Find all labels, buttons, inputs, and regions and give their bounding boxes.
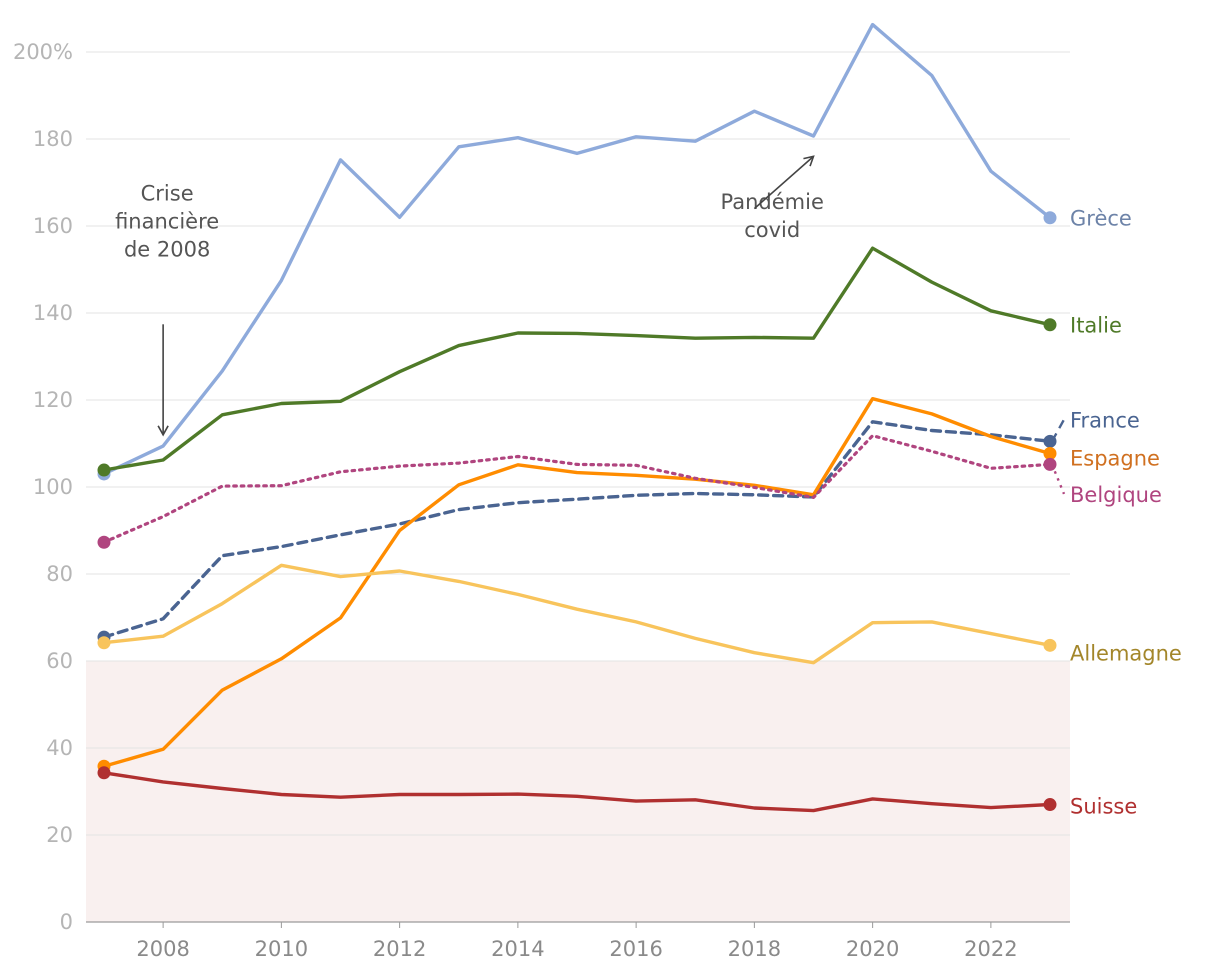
series-label-italie: Italie — [1070, 314, 1122, 338]
series-end-point-espagne — [1043, 447, 1057, 461]
y-tick-label: 80 — [46, 562, 73, 586]
series — [97, 22, 1057, 813]
series-start-point-suisse — [97, 766, 111, 780]
x-tick-label: 2012 — [373, 937, 426, 961]
series-label-allemagne: Allemagne — [1070, 641, 1182, 665]
x-tick-label: 2022 — [964, 937, 1017, 961]
label-leader-belgique — [1050, 463, 1066, 495]
annotation-text: covid — [744, 218, 800, 242]
y-tick-label: 200% — [13, 40, 73, 64]
series-end-point-suisse — [1043, 798, 1057, 812]
y-tick-label: 20 — [46, 823, 73, 847]
y-tick-label: 160 — [33, 214, 73, 238]
y-tick-label: 100 — [33, 475, 73, 499]
series-label-espagne: Espagne — [1070, 446, 1160, 470]
x-tick-label: 2010 — [255, 937, 308, 961]
x-tick-label: 2016 — [609, 937, 662, 961]
y-tick-label: 120 — [33, 388, 73, 412]
series-labels: Grèce Italie France Espagne Belgique Allemagn… — [1050, 207, 1182, 818]
series-belgique — [97, 434, 1057, 549]
series-end-point-allemagne — [1043, 638, 1057, 652]
annotation-covid: Pandémie covid — [721, 155, 824, 242]
series-label-suisse: Suisse — [1070, 794, 1137, 818]
series-line-grece — [102, 22, 1052, 476]
series-italie — [97, 246, 1057, 477]
annotation-financial-crisis: Crise financière de 2008 — [115, 181, 219, 437]
series-line-belgique — [102, 434, 1052, 544]
series-line-france — [102, 420, 1052, 639]
label-leader-france — [1050, 418, 1066, 442]
series-start-point-italie — [97, 463, 111, 477]
annotation-text: Pandémie — [721, 190, 824, 214]
x-tick-label: 2008 — [136, 937, 189, 961]
series-line-italie — [102, 246, 1052, 472]
series-line-espagne — [102, 397, 1052, 768]
series-line-suisse — [102, 771, 1052, 813]
annotation-arrow — [753, 155, 815, 210]
x-tick-label: 2020 — [846, 937, 899, 961]
series-suisse — [97, 766, 1057, 813]
y-tick-label: 40 — [46, 736, 73, 760]
series-start-point-allemagne — [97, 636, 111, 650]
annotations: Crise financière de 2008 Pandémie covid — [115, 155, 824, 437]
series-end-point-italie — [1043, 318, 1057, 332]
series-label-belgique: Belgique — [1070, 483, 1162, 507]
series-line-allemagne — [102, 563, 1052, 665]
series-end-point-belgique — [1043, 457, 1057, 471]
series-end-point-grece — [1043, 211, 1057, 225]
series-label-france: France — [1070, 409, 1140, 433]
annotation-text: Crise — [141, 181, 194, 205]
danger-zone-band — [86, 661, 1070, 922]
series-allemagne — [97, 563, 1057, 665]
annotation-text: de 2008 — [124, 237, 210, 261]
y-tick-label: 140 — [33, 301, 73, 325]
y-tick-label: 60 — [46, 649, 73, 673]
x-tick-label: 2014 — [491, 937, 544, 961]
annotation-text: financière — [115, 209, 219, 233]
y-tick-label: 180 — [33, 127, 73, 151]
x-axis: 2008 2010 2012 2014 2016 2018 2020 2022 — [136, 922, 1018, 961]
y-axis: 0 20 40 60 80 100 120 140 160 180 200% — [13, 40, 73, 934]
series-start-point-belgique — [97, 535, 111, 549]
series-label-grece: Grèce — [1070, 207, 1132, 231]
y-tick-label: 0 — [60, 910, 73, 934]
x-tick-label: 2018 — [728, 937, 781, 961]
